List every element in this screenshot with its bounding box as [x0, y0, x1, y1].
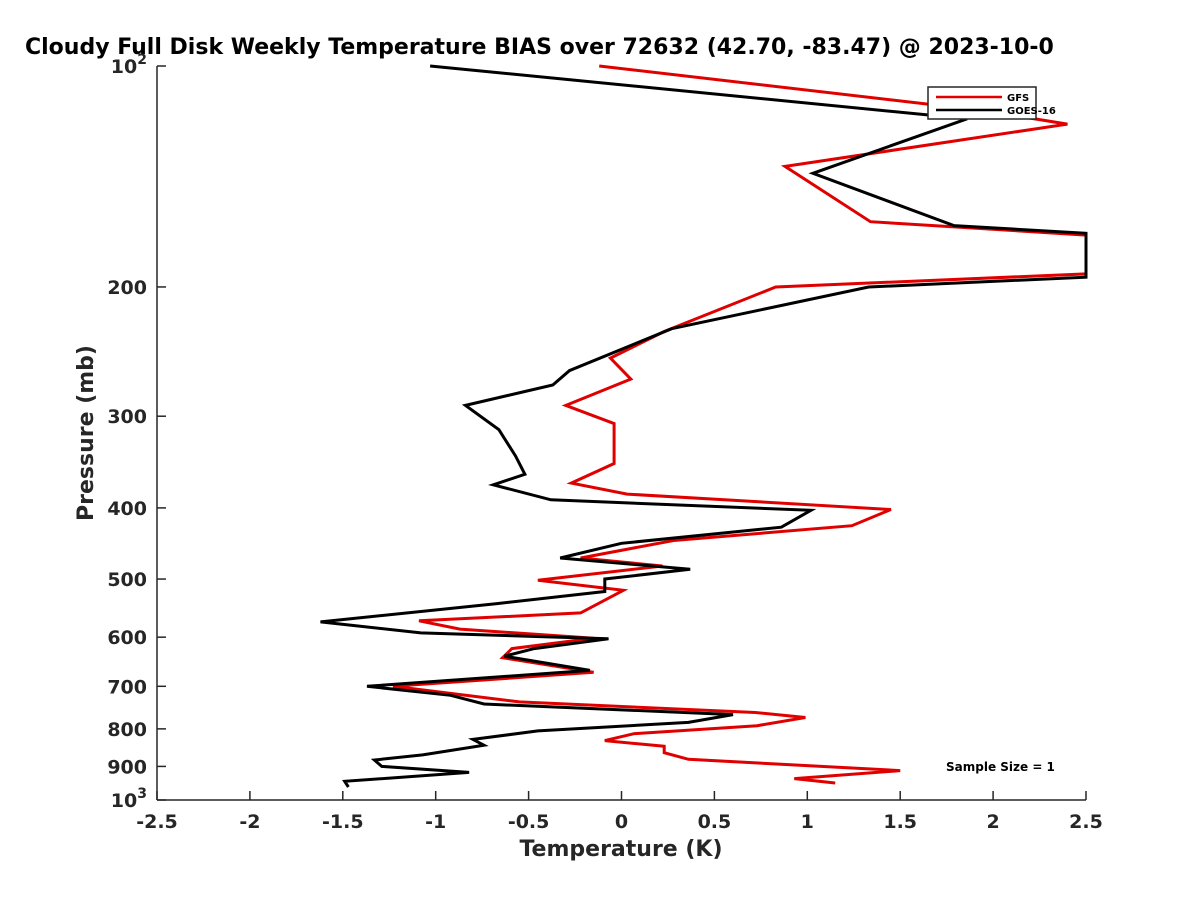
x-tick-label: -2: [239, 811, 260, 833]
y-tick-label: 400: [107, 498, 147, 520]
x-tick-label: 2: [986, 811, 999, 833]
y-tick-label: 500: [107, 569, 147, 591]
series-line-gfs: [393, 66, 1086, 783]
legend: GFS GOES-16: [928, 87, 1056, 119]
x-tick-label: 1.5: [883, 811, 917, 833]
x-tick-label: 0.5: [698, 811, 732, 833]
sample-size-annotation: Sample Size = 1: [946, 760, 1055, 774]
y-tick-label: 700: [107, 676, 147, 698]
y-tick-label: 800: [107, 719, 147, 741]
y-tick-label: 103: [111, 786, 147, 812]
chart-title: Cloudy Full Disk Weekly Temperature BIAS…: [25, 35, 1054, 60]
y-tick-label: 900: [107, 756, 147, 778]
x-tick-label: -1.5: [322, 811, 364, 833]
y-tick-label: 600: [107, 627, 147, 649]
x-tick-label: -2.5: [136, 811, 178, 833]
legend-label-goes16: GOES-16: [1007, 106, 1056, 117]
series-line-goes16: [321, 66, 1087, 787]
y-tick-label: 102: [111, 52, 147, 78]
x-tick-label: 1: [801, 811, 814, 833]
x-tick-label: 0: [615, 811, 628, 833]
y-tick-label: 300: [107, 406, 147, 428]
x-ticks: -2.5 -2 -1.5 -1 -0.5 0 0.5 1 1.5 2 2.5: [136, 791, 1103, 833]
x-tick-label: 2.5: [1069, 811, 1103, 833]
x-tick-label: -0.5: [508, 811, 550, 833]
legend-label-gfs: GFS: [1007, 93, 1029, 104]
x-axis-title: Temperature (K): [519, 837, 722, 862]
x-tick-label: -1: [425, 811, 446, 833]
series-layer: [320, 66, 1086, 787]
y-tick-label: 200: [107, 277, 147, 299]
y-axis-title: Pressure (mb): [74, 345, 99, 521]
